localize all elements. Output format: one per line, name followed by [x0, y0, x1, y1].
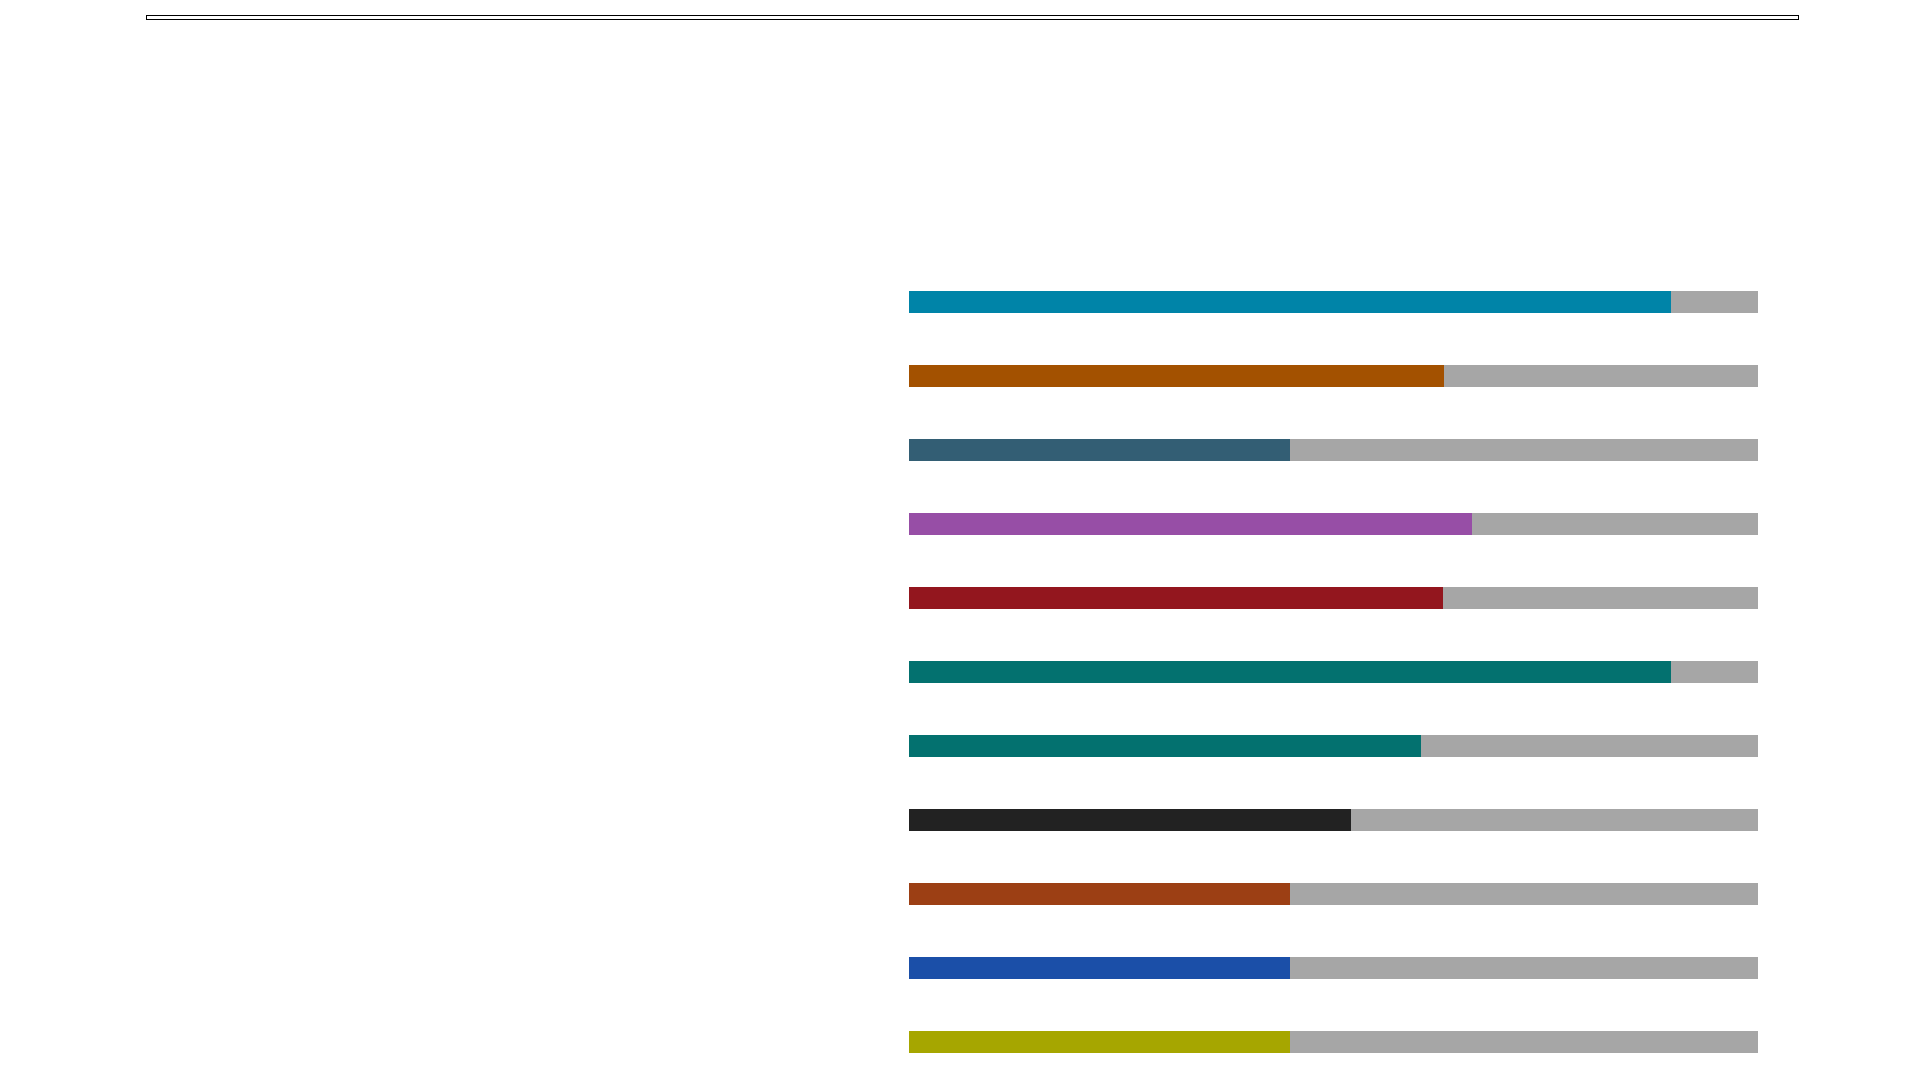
progress-bar — [909, 1031, 1758, 1053]
progress-bar — [909, 587, 1758, 609]
progress-bar — [909, 513, 1758, 535]
progress-bar — [909, 291, 1758, 313]
top-bar-outline — [146, 15, 1799, 20]
progress-fill — [909, 439, 1291, 461]
progress-bar — [909, 809, 1758, 831]
progress-bar — [909, 365, 1758, 387]
progress-fill — [909, 957, 1291, 979]
progress-fill — [909, 661, 1671, 683]
progress-fill — [909, 883, 1291, 905]
progress-fill — [909, 587, 1444, 609]
progress-bar — [909, 661, 1758, 683]
progress-bar — [909, 439, 1758, 461]
progress-bar — [909, 883, 1758, 905]
progress-bar-list — [909, 291, 1758, 1080]
progress-fill — [909, 1031, 1291, 1053]
progress-bar — [909, 957, 1758, 979]
progress-fill — [909, 809, 1352, 831]
progress-fill — [909, 513, 1472, 535]
progress-fill — [909, 291, 1671, 313]
progress-fill — [909, 735, 1421, 757]
progress-fill — [909, 365, 1444, 387]
progress-bar — [909, 735, 1758, 757]
